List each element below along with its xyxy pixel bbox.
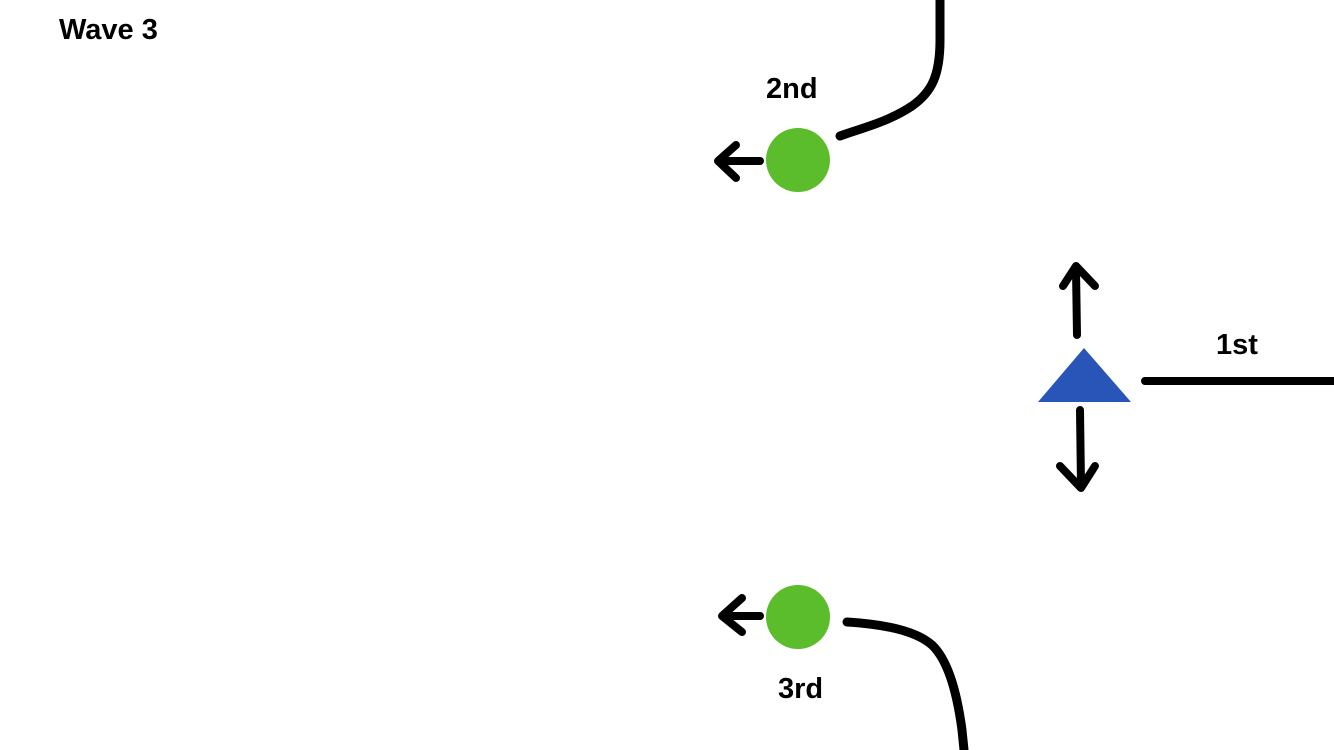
wave-title: Wave 3 <box>59 14 158 46</box>
marker-label-2nd: 2nd <box>766 73 818 105</box>
arrow-left-icon <box>714 141 764 182</box>
player-circle-3rd <box>766 585 830 649</box>
marker-label-1st: 1st <box>1216 329 1258 361</box>
arrow-up-icon <box>1059 262 1099 339</box>
arrow-left-icon <box>718 594 764 636</box>
route-path-2nd <box>835 0 945 141</box>
route-path-3rd <box>842 617 969 750</box>
player-triangle-1st <box>1038 348 1131 402</box>
marker-label-3rd: 3rd <box>778 673 824 705</box>
arrow-down-icon <box>1056 406 1099 492</box>
player-circle-2nd <box>766 128 830 192</box>
